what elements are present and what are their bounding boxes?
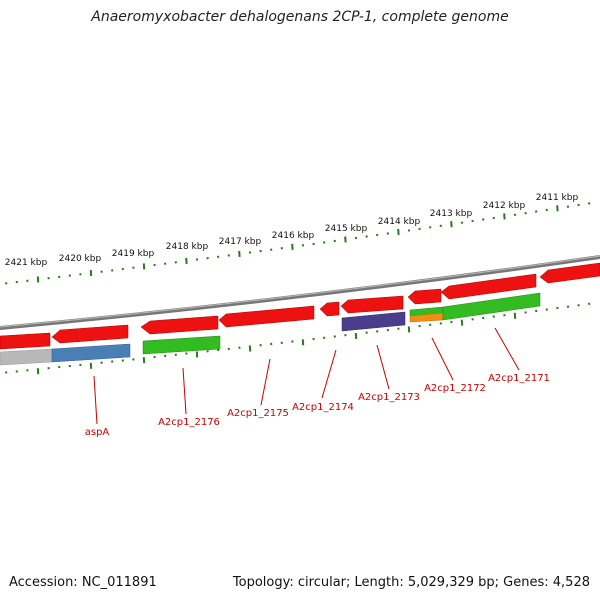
cds-arrow[interactable] xyxy=(218,305,315,328)
leader-line xyxy=(182,367,187,415)
accession-text: Accession: NC_011891 xyxy=(9,575,157,590)
leader-line xyxy=(321,349,337,399)
kbp-label: 2421 kbp xyxy=(5,258,48,268)
feature-block-aspA[interactable] xyxy=(51,343,131,363)
kbp-label: 2414 kbp xyxy=(378,217,421,227)
gene-label[interactable]: A2cp1_2174 xyxy=(292,402,354,413)
outer-tick-row xyxy=(5,202,591,285)
kbp-label: 2411 kbp xyxy=(536,193,579,203)
feature-block-A2cp1_2176[interactable] xyxy=(142,335,221,355)
kbp-label: 2417 kbp xyxy=(219,237,262,247)
kbp-label: 2413 kbp xyxy=(430,209,473,219)
kbp-label: 2419 kbp xyxy=(112,249,155,259)
feature-track xyxy=(0,292,541,366)
leader-line xyxy=(260,358,271,406)
gene-leaders xyxy=(93,327,520,425)
kbp-label-row: 2421 kbp 2420 kbp 2419 kbp 2418 kbp 2417 kbp… xyxy=(5,193,579,268)
cds-track xyxy=(0,262,600,350)
cds-arrow[interactable] xyxy=(539,262,600,284)
leader-line xyxy=(376,344,390,390)
gene-labels: aspA A2cp1_2176 A2cp1_2175 A2cp1_2174 A2… xyxy=(85,373,550,438)
leader-line xyxy=(93,375,98,425)
feature-block-A2cp1_2173[interactable] xyxy=(341,311,406,332)
cds-arrow[interactable] xyxy=(0,332,51,350)
genome-summary-text: Topology: circular; Length: 5,029,329 bp… xyxy=(232,575,590,590)
kbp-label: 2415 kbp xyxy=(325,224,368,234)
gene-label[interactable]: A2cp1_2173 xyxy=(358,392,420,403)
genome-backbone-highlight xyxy=(0,255,600,328)
cds-arrow[interactable] xyxy=(51,324,129,344)
map-title: Anaeromyxobacter dehalogenans 2CP-1, com… xyxy=(91,9,509,25)
gene-label[interactable]: A2cp1_2171 xyxy=(488,373,550,384)
genome-backbone xyxy=(0,255,600,330)
cds-arrow[interactable] xyxy=(140,315,219,335)
cds-arrow[interactable] xyxy=(340,295,404,314)
cds-arrow[interactable] xyxy=(440,273,537,300)
kbp-label: 2420 kbp xyxy=(59,254,102,264)
gene-label[interactable]: A2cp1_2172 xyxy=(424,383,486,394)
cds-arrow[interactable] xyxy=(319,301,340,317)
feature-block-A2cp1_2171[interactable] xyxy=(442,292,541,321)
leader-line xyxy=(494,327,520,371)
gene-label[interactable]: A2cp1_2175 xyxy=(227,408,289,419)
kbp-label: 2418 kbp xyxy=(166,242,209,252)
inner-tick-row xyxy=(5,302,591,375)
leader-line xyxy=(431,337,454,381)
feature-block-gray[interactable] xyxy=(0,348,53,366)
gene-label[interactable]: aspA xyxy=(85,427,110,438)
kbp-label: 2416 kbp xyxy=(272,231,315,241)
cds-arrow[interactable] xyxy=(407,288,442,305)
kbp-label: 2412 kbp xyxy=(483,201,526,211)
gene-label[interactable]: A2cp1_2176 xyxy=(158,417,220,428)
